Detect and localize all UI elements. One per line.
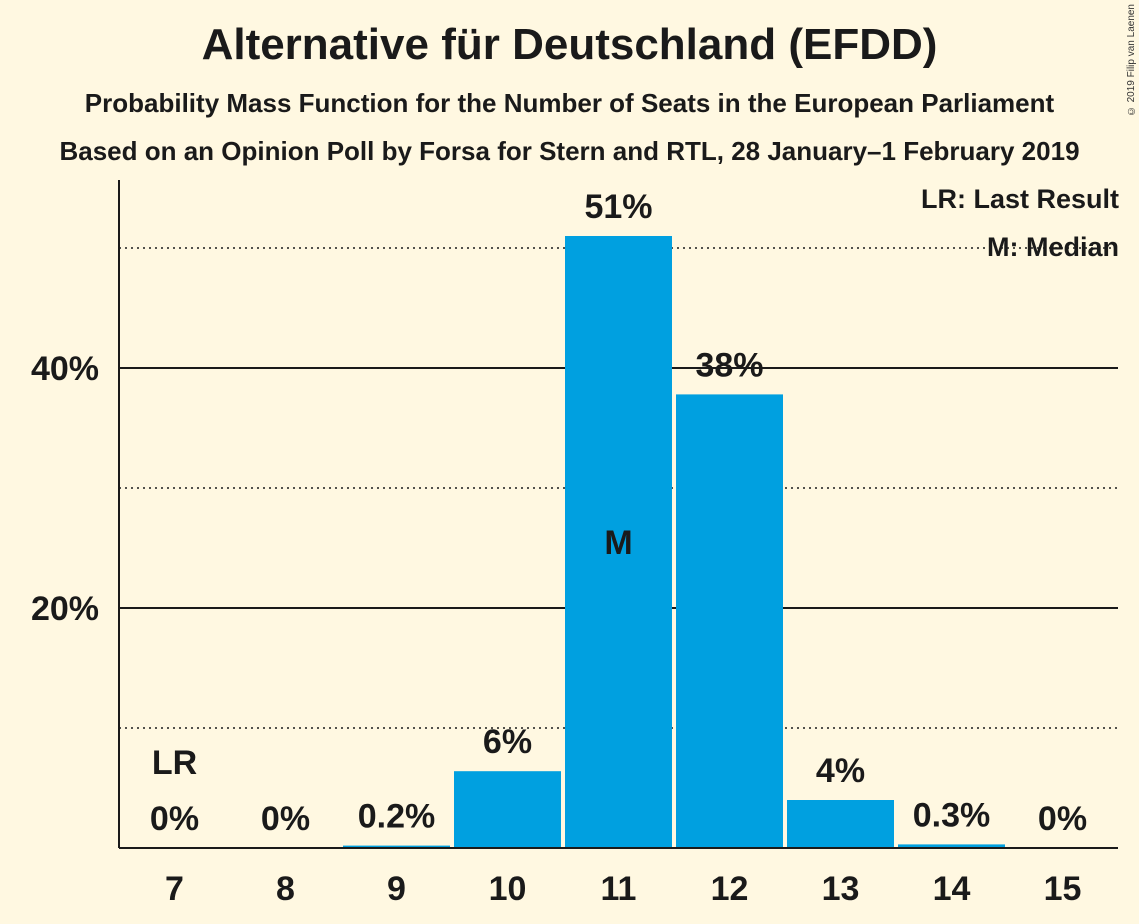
chart-title: Alternative für Deutschland (EFDD) [201, 20, 938, 69]
x-tick-label: 15 [1044, 870, 1082, 908]
bar-value-label: 6% [483, 723, 532, 761]
bar [787, 800, 894, 848]
bar [343, 845, 450, 848]
y-tick-label: 40% [31, 350, 99, 388]
x-tick-label: 12 [711, 870, 749, 908]
x-tick-label: 11 [601, 870, 637, 908]
median-marker: M [604, 524, 632, 562]
bar-value-label: 51% [584, 188, 652, 226]
bar [565, 236, 672, 848]
bar-value-label: 38% [695, 346, 763, 384]
x-tick-label: 10 [489, 870, 527, 908]
x-tick-label: 14 [933, 870, 971, 908]
chart-subtitle: Probability Mass Function for the Number… [84, 88, 1055, 118]
bar-value-label: 0% [1038, 800, 1087, 838]
bar-value-label: 0.3% [913, 796, 991, 834]
x-tick-label: 8 [276, 870, 295, 908]
chart-source: Based on an Opinion Poll by Forsa for St… [59, 136, 1080, 166]
x-tick-label: 7 [165, 870, 184, 908]
y-tick-label: 20% [31, 590, 99, 628]
legend-median: M: Median [987, 232, 1119, 262]
bar [454, 771, 561, 848]
x-tick-label: 9 [387, 870, 406, 908]
bar-value-label: 4% [816, 752, 865, 790]
bar-value-label: 0% [150, 800, 199, 838]
last-result-marker: LR [152, 744, 197, 782]
bar-value-label: 0.2% [358, 798, 436, 836]
bar-value-label: 0% [261, 800, 310, 838]
bar [676, 394, 783, 848]
x-tick-label: 13 [822, 870, 860, 908]
legend-last-result: LR: Last Result [920, 184, 1119, 214]
bar [898, 844, 1005, 848]
